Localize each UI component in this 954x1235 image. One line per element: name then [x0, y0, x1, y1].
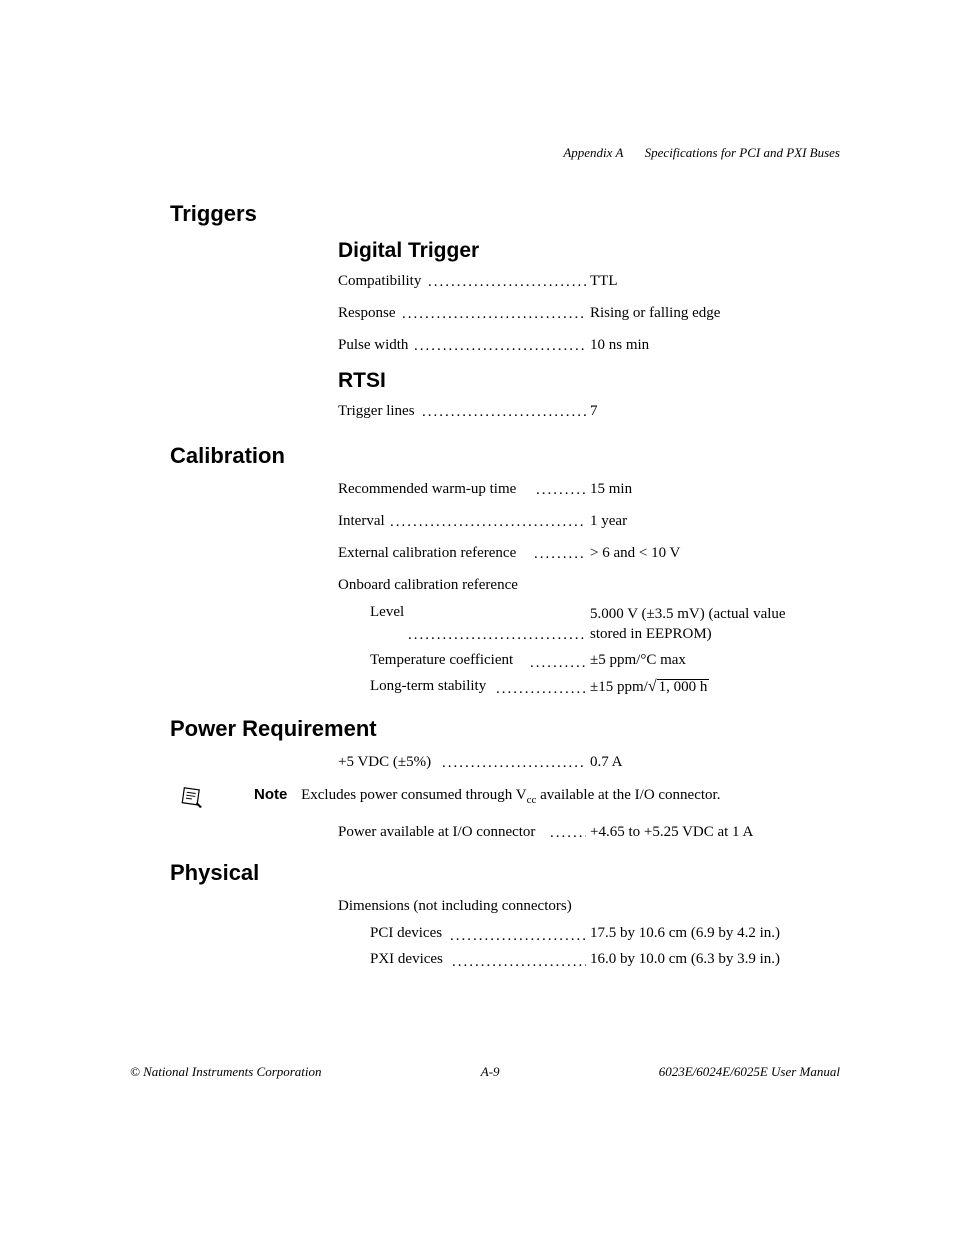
spec-label: Trigger lines [338, 403, 415, 420]
spec-value: 0.7 A [590, 754, 623, 771]
spec-label: PCI devices [370, 925, 442, 942]
spec-pxi: PXI devices ............................… [370, 951, 838, 971]
dot-leader: ........................................… [452, 954, 586, 971]
subsection-heading-digital-trigger: Digital Trigger [338, 239, 840, 263]
rtsi-specs: Trigger lines ..........................… [338, 403, 838, 421]
spec-value: 16.0 by 10.0 cm (6.3 by 3.9 in.) [590, 951, 780, 968]
section-heading-calibration: Calibration [170, 443, 840, 469]
spec-label: Compatibility [338, 273, 421, 290]
onboard-ref-specs: Level ..................................… [370, 604, 838, 698]
spec-value: ±5 ppm/°C max [590, 652, 686, 669]
stability-prefix: ±15 ppm/ [590, 679, 648, 695]
spec-value: Rising or falling edge [590, 305, 720, 322]
onboard-ref-heading: Onboard calibration reference [338, 577, 840, 594]
note-subscript: cc [527, 794, 537, 806]
note-icon [180, 786, 204, 810]
spec-io-power: Power available at I/O connector .......… [338, 824, 838, 842]
calibration-specs: Recommended warm-up time ...............… [338, 481, 838, 563]
spec-trigger-lines: Trigger lines ..........................… [338, 403, 838, 421]
note-text-before: Excludes power consumed through V [301, 787, 527, 803]
note-text: Excludes power consumed through Vcc avai… [301, 787, 720, 803]
header-title: Specifications for PCI and PXI Buses [645, 145, 840, 160]
spec-value: 1 year [590, 513, 627, 530]
spec-label: Recommended warm-up time [338, 481, 516, 498]
dot-leader: .............. [550, 825, 586, 842]
dot-leader: ........................................… [442, 755, 586, 772]
digital-trigger-specs: Compatibility ..........................… [338, 273, 838, 355]
power-specs: +5 VDC (±5%) ...........................… [338, 754, 838, 772]
spec-interval: Interval ...............................… [338, 513, 838, 531]
sqrt-symbol: √ [648, 678, 657, 695]
spec-ext-ref: External calibration reference .........… [338, 545, 838, 563]
spec-value: 15 min [590, 481, 632, 498]
spec-label: Long-term stability [370, 678, 486, 695]
section-heading-physical: Physical [170, 860, 840, 886]
dimensions-heading: Dimensions (not including connectors) [338, 898, 840, 915]
spec-vdc: +5 VDC (±5%) ...........................… [338, 754, 838, 772]
spec-value: ±15 ppm/√1, 000 h [590, 678, 709, 696]
spec-response: Response ...............................… [338, 305, 838, 323]
spec-value: 5.000 V (±3.5 mV) (actual value stored i… [590, 604, 810, 645]
power-specs-2: Power available at I/O connector .......… [338, 824, 838, 842]
dot-leader: ........................................… [428, 274, 586, 291]
dimensions-specs: PCI devices ............................… [370, 925, 838, 971]
spec-label: Temperature coefficient [370, 652, 513, 669]
footer-manual-title: 6023E/6024E/6025E User Manual [659, 1064, 840, 1080]
spec-label: Interval [338, 513, 385, 530]
dot-leader: .................... [530, 655, 586, 672]
spec-value: > 6 and < 10 V [590, 545, 680, 562]
spec-value: 17.5 by 10.6 cm (6.9 by 4.2 in.) [590, 925, 780, 942]
dot-leader: ........................................… [390, 514, 586, 531]
spec-label: Power available at I/O connector [338, 824, 535, 841]
dot-leader: .................... [536, 482, 586, 499]
spec-value: 10 ns min [590, 337, 649, 354]
header-appendix: Appendix A [563, 145, 623, 160]
note-text-after: available at the I/O connector. [536, 787, 720, 803]
footer-page-number: A-9 [481, 1064, 500, 1080]
spec-pci: PCI devices ............................… [370, 925, 838, 945]
spec-value: TTL [590, 273, 618, 290]
dot-leader: ........................................… [450, 928, 586, 945]
running-header: Appendix A Specifications for PCI and PX… [170, 145, 840, 161]
spec-label: External calibration reference [338, 545, 516, 562]
spec-compatibility: Compatibility ..........................… [338, 273, 838, 291]
spec-warmup: Recommended warm-up time ...............… [338, 481, 838, 499]
spec-level: Level ..................................… [370, 604, 838, 644]
dot-leader: ........................................… [414, 338, 586, 355]
spec-label: Level [370, 604, 404, 621]
dot-leader: ........................................… [408, 627, 586, 644]
dot-leader: ........................................… [422, 404, 586, 421]
spec-pulse-width: Pulse width ............................… [338, 337, 838, 355]
dot-leader: .............................. [496, 681, 586, 698]
note-label: Note [254, 786, 287, 803]
spec-stability: Long-term stability ....................… [370, 678, 838, 698]
spec-tempco: Temperature coefficient ................… [370, 652, 838, 672]
footer-copyright: © National Instruments Corporation [130, 1064, 322, 1080]
spec-label: PXI devices [370, 951, 443, 968]
dot-leader: .................... [534, 546, 586, 563]
spec-label: Pulse width [338, 337, 408, 354]
spec-value: 7 [590, 403, 598, 420]
dot-leader: ........................................… [402, 306, 586, 323]
spec-label: Response [338, 305, 396, 322]
section-heading-triggers: Triggers [170, 201, 840, 227]
page-content: Appendix A Specifications for PCI and PX… [170, 145, 840, 977]
page-footer: © National Instruments Corporation A-9 6… [130, 1064, 840, 1080]
section-heading-power: Power Requirement [170, 716, 840, 742]
spec-label: +5 VDC (±5%) [338, 754, 431, 771]
sqrt-value: 1, 000 h [657, 679, 710, 695]
subsection-heading-rtsi: RTSI [338, 369, 840, 393]
note-content: Note Excludes power consumed through Vcc… [254, 786, 720, 806]
note-row: Note Excludes power consumed through Vcc… [180, 786, 840, 810]
spec-value: +4.65 to +5.25 VDC at 1 A [590, 824, 753, 841]
